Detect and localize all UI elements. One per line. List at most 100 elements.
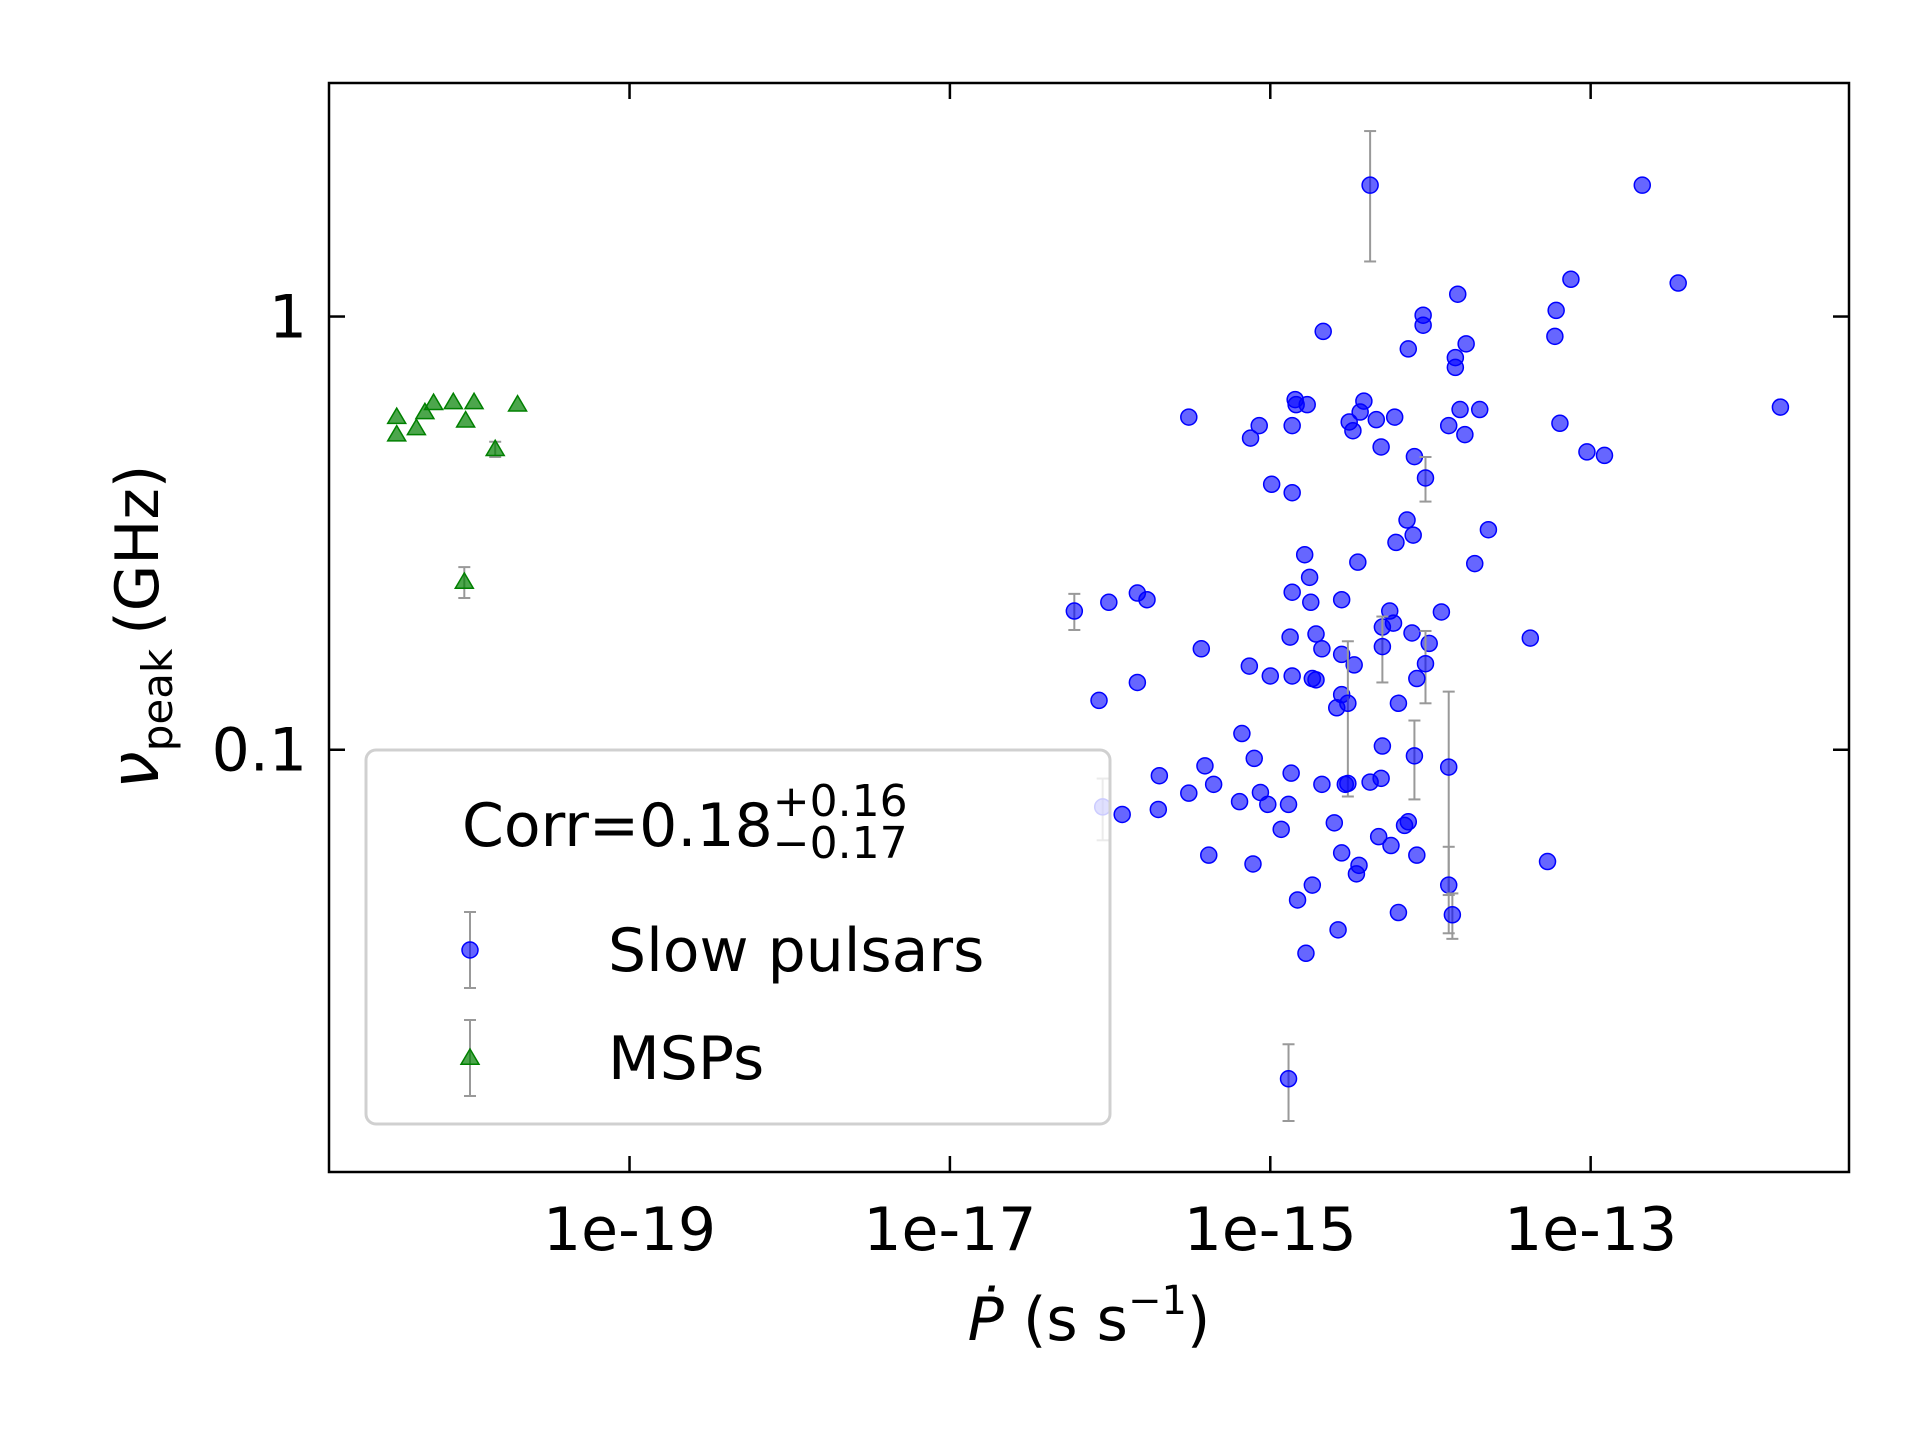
annotation-sub: −0.17 xyxy=(773,818,908,869)
data-point xyxy=(1466,554,1484,573)
data-point xyxy=(1562,270,1580,289)
data-point xyxy=(1200,846,1218,864)
x-label-superscript: −1 xyxy=(1128,1278,1187,1324)
data-point xyxy=(1281,628,1299,646)
data-point xyxy=(1279,795,1298,814)
annotation: Corr=0.18+0.16 −0.17 xyxy=(462,776,908,869)
data-point xyxy=(1347,865,1366,883)
x-tick-label: 1e-17 xyxy=(863,1195,1036,1265)
data-point xyxy=(1313,775,1331,794)
data-point xyxy=(1414,316,1432,334)
legend: Corr=0.18+0.16 −0.17 Slow pulsars MSPs xyxy=(364,748,1112,1126)
data-point xyxy=(1420,634,1438,653)
data-point xyxy=(1272,820,1290,839)
y-label-unit: (GHz) xyxy=(103,465,173,635)
data-point xyxy=(1345,656,1363,674)
data-point xyxy=(1372,438,1390,456)
data-point xyxy=(1261,667,1280,685)
data-point xyxy=(1546,327,1564,346)
axes-frame xyxy=(327,81,1851,1174)
data-point xyxy=(1113,805,1131,824)
annotation-sup: +0.16 xyxy=(773,776,908,827)
data-point xyxy=(1282,764,1300,782)
data-point xyxy=(1446,358,1465,377)
data-point xyxy=(1521,629,1540,647)
data-point xyxy=(1295,545,1314,564)
data-point xyxy=(1416,469,1435,487)
data-point xyxy=(1771,398,1790,416)
data-point xyxy=(1245,749,1263,768)
legend-marker xyxy=(461,941,479,959)
data-point xyxy=(1279,1070,1298,1088)
data-point xyxy=(1283,583,1301,601)
data-point xyxy=(1259,795,1277,814)
data-point xyxy=(1470,400,1489,419)
data-point xyxy=(455,410,476,428)
data-point xyxy=(1241,429,1260,447)
data-point xyxy=(1262,475,1281,494)
data-point xyxy=(1367,410,1386,429)
annotation-text: Corr=0.18 xyxy=(462,791,773,861)
x-label-symbol: Ṗ xyxy=(968,1284,1005,1355)
data-point xyxy=(386,406,408,425)
data-point xyxy=(1240,657,1259,675)
data-point xyxy=(1180,784,1198,802)
legend-label: MSPs xyxy=(608,1024,764,1094)
data-point xyxy=(1373,737,1392,755)
data-point xyxy=(1456,425,1474,444)
legend-label: Slow pulsars xyxy=(608,916,984,986)
error-bar xyxy=(1364,130,1377,263)
data-point xyxy=(1448,285,1467,303)
data-point xyxy=(1479,520,1498,539)
data-point xyxy=(1404,526,1422,544)
data-point xyxy=(1439,758,1458,776)
x-tick-label: 1e-15 xyxy=(1184,1195,1357,1265)
data-point xyxy=(1313,640,1331,658)
data-point xyxy=(1451,400,1469,419)
data-point xyxy=(1180,408,1198,426)
data-point xyxy=(1669,274,1687,292)
data-point xyxy=(1403,624,1421,642)
data-point xyxy=(1090,691,1108,710)
data-point xyxy=(1329,921,1347,939)
data-point xyxy=(1283,483,1301,502)
data-point xyxy=(1150,766,1169,785)
data-point xyxy=(1332,590,1351,609)
data-point xyxy=(1138,590,1156,609)
data-point xyxy=(1192,640,1211,658)
data-point xyxy=(1361,176,1379,194)
x-tick-label: 1e-13 xyxy=(1504,1195,1677,1265)
data-point xyxy=(1595,446,1614,465)
data-point xyxy=(1405,747,1424,765)
data-point xyxy=(507,394,528,412)
data-point xyxy=(1283,667,1301,685)
data-point xyxy=(1633,176,1652,194)
data-point xyxy=(1457,335,1475,353)
data-point xyxy=(1307,625,1325,643)
data-point xyxy=(1344,421,1362,440)
y-tick-label: 0.1 xyxy=(212,716,307,786)
data-point xyxy=(1389,694,1408,713)
data-point xyxy=(406,417,427,436)
data-point xyxy=(1351,403,1369,421)
y-axis-label: νpeak (GHz) xyxy=(96,465,182,789)
data-point xyxy=(1399,340,1418,358)
data-point xyxy=(1325,814,1344,832)
data-point xyxy=(1369,827,1388,846)
data-point xyxy=(1307,671,1325,689)
data-point xyxy=(1328,699,1346,717)
data-point xyxy=(423,392,444,411)
x-label-close: ) xyxy=(1187,1285,1210,1355)
data-point xyxy=(1578,443,1596,461)
data-point xyxy=(1314,322,1332,341)
data-point xyxy=(1387,533,1405,552)
data-point xyxy=(1538,852,1557,871)
error-bar xyxy=(1341,640,1354,798)
data-point xyxy=(1443,906,1462,924)
data-point xyxy=(414,401,436,420)
y-label-subscript: peak xyxy=(133,648,182,751)
data-point xyxy=(1372,769,1390,788)
